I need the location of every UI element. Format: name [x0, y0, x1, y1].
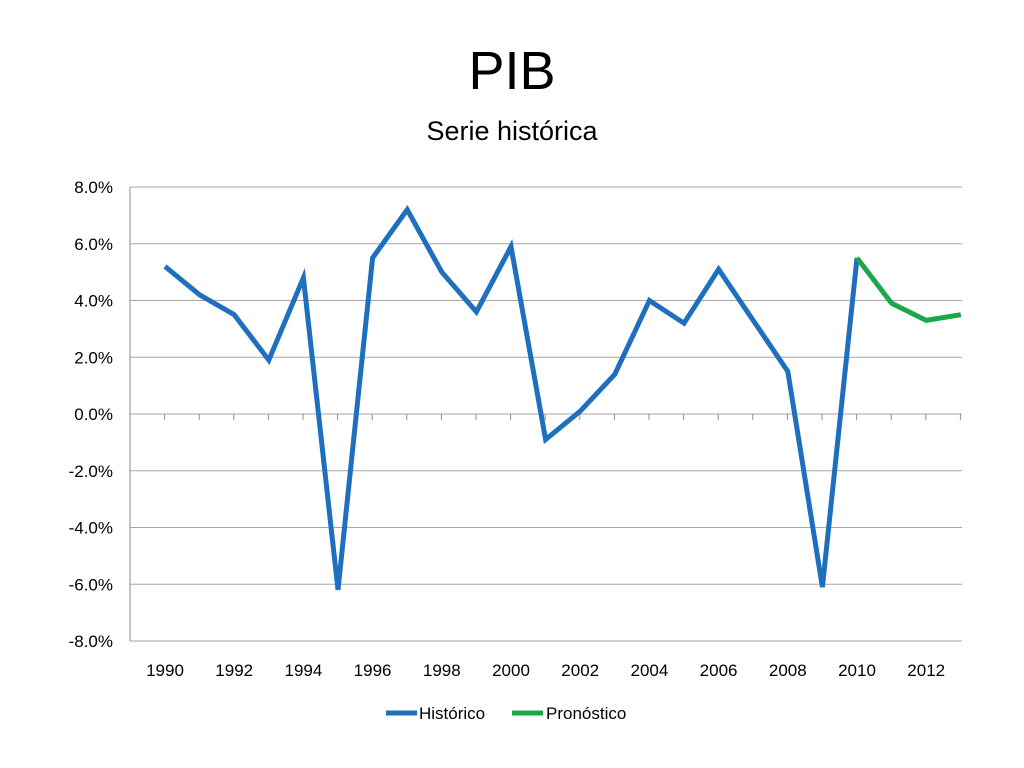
chart-legend: Histórico Pronóstico [386, 704, 626, 723]
x-tick-label: 2008 [769, 661, 807, 680]
y-tick-label: 0.0% [74, 405, 113, 424]
x-tick-label: 1994 [284, 661, 322, 680]
chart-series [163, 205, 962, 591]
y-axis-ticks: 8.0% 6.0% 4.0% 2.0% 0.0% -2.0% -4.0% -6.0% -8.0% [69, 178, 113, 651]
y-tick-label: 4.0% [74, 292, 113, 311]
y-tick-label: -2.0% [69, 462, 113, 481]
x-tick-label: 2000 [492, 661, 530, 680]
legend-label: Histórico [419, 704, 485, 723]
x-tick-label: 2012 [907, 661, 945, 680]
y-tick-label: -8.0% [69, 632, 113, 651]
legend-label: Pronóstico [546, 704, 626, 723]
y-tick-label: -6.0% [69, 575, 113, 594]
chart-gridlines [129, 186, 962, 642]
slide-subtitle: Serie histórica [426, 116, 598, 146]
y-tick-label: 2.0% [74, 348, 113, 367]
y-tick-label: 6.0% [74, 235, 113, 254]
x-axis: 1990 1992 1994 1996 1998 2000 2002 2004 2006 2008… [129, 414, 961, 680]
x-tick-label: 2004 [630, 661, 668, 680]
x-tick-label: 2002 [561, 661, 599, 680]
x-tick-label: 1998 [423, 661, 461, 680]
y-tick-label: -4.0% [69, 519, 113, 538]
y-tick-label: 8.0% [74, 178, 113, 197]
x-tick-label: 2006 [700, 661, 738, 680]
series-line-historico [163, 205, 860, 591]
slide-title: PIB [468, 41, 556, 101]
x-tick-label: 1990 [146, 661, 184, 680]
x-tick-label: 1996 [354, 661, 392, 680]
series-line-pronostico [855, 256, 962, 323]
x-tick-label: 1992 [215, 661, 253, 680]
x-tick-label: 2010 [838, 661, 876, 680]
